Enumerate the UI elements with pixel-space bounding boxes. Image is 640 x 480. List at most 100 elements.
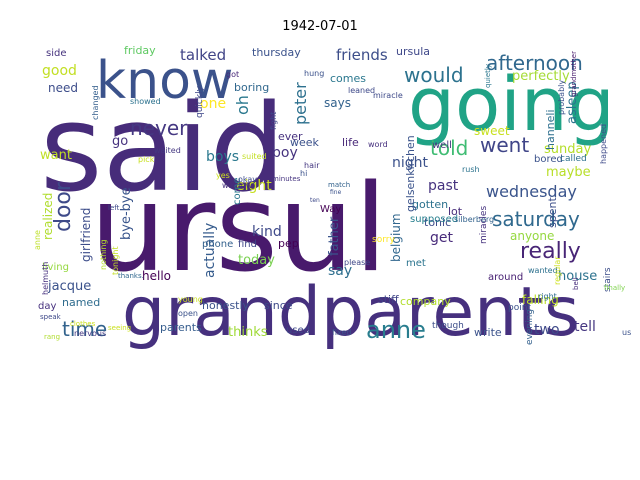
cloud-word: named	[62, 296, 100, 309]
cloud-word: yes	[216, 171, 230, 180]
cloud-word: quickly	[195, 85, 205, 118]
cloud-word: phone	[202, 239, 233, 250]
cloud-word: thanks.	[118, 272, 144, 280]
cloud-word: grandmother	[570, 51, 578, 97]
cloud-word: lot	[448, 205, 463, 218]
cloud-word: sweet	[474, 124, 510, 138]
cloud-word: left	[108, 204, 120, 212]
cloud-word: two	[534, 322, 560, 338]
cloud-word: gotten	[412, 198, 448, 211]
cloud-word: miracle	[373, 91, 403, 100]
cloud-word: fixed	[332, 328, 352, 337]
cloud-word: hello	[142, 269, 171, 283]
cloud-word: friends	[336, 46, 388, 64]
cloud-word: gelsenkirchen	[404, 135, 417, 212]
cloud-word: eight	[236, 178, 272, 194]
cloud-word: though	[432, 321, 464, 331]
cloud-word: rang	[44, 333, 60, 341]
cloud-word: ten	[310, 197, 320, 204]
cloud-word: point	[508, 303, 531, 313]
cloud-word: young	[178, 295, 203, 304]
cloud-word: talked	[180, 46, 226, 64]
cloud-word: Way	[320, 204, 341, 215]
cloud-word: find	[238, 239, 257, 250]
cloud-word: ever	[278, 130, 303, 143]
cloud-word: bell	[572, 277, 580, 290]
cloud-word: bye-bye	[119, 187, 134, 240]
cloud-word: parents	[160, 321, 202, 334]
cloud-word: says	[324, 96, 351, 110]
cloud-word: please	[344, 258, 370, 267]
cloud-word: night	[392, 155, 429, 171]
cloud-word: showed	[130, 97, 161, 106]
cloud-word: tonight	[111, 246, 120, 275]
cloud-word: write	[474, 326, 502, 339]
cloud-word: never	[130, 116, 188, 140]
cloud-word: kind	[252, 224, 282, 240]
cloud-word: belgium	[389, 213, 403, 262]
cloud-word: sorry	[372, 235, 395, 245]
cloud-word: rush	[462, 165, 480, 174]
cloud-word: got	[226, 70, 239, 79]
cloud-word: house	[558, 269, 597, 284]
cloud-word: hanneli	[544, 109, 557, 150]
cloud-word: minutes	[272, 175, 301, 183]
cloud-word: going	[408, 62, 615, 148]
cloud-word: friday	[124, 44, 156, 57]
cloud-word: tonic	[424, 216, 451, 229]
cloud-word: today	[238, 253, 275, 268]
cloud-word: thursday	[252, 46, 301, 59]
cloud-word: need	[48, 81, 78, 95]
cloud-word: week	[290, 136, 320, 149]
cloud-word: day	[38, 301, 56, 312]
cloud-word: want	[40, 148, 72, 163]
cloud-word: falling	[522, 293, 559, 307]
cloud-word: used	[286, 325, 310, 336]
cloud-word: since	[264, 299, 293, 312]
cloud-word: went	[480, 133, 529, 157]
cloud-word: saturday	[492, 207, 580, 231]
cloud-word: anne	[366, 316, 426, 344]
cloud-word: really	[520, 239, 581, 264]
cloud-word: helmuth	[41, 262, 50, 295]
cloud-word: boy	[272, 145, 298, 161]
cloud-word: know	[96, 51, 233, 111]
cloud-word: bored	[534, 154, 563, 165]
cloud-word: anyone	[510, 229, 554, 243]
cloud-word: grandparents	[122, 273, 579, 352]
cloud-word: tell	[574, 319, 596, 335]
cloud-word: good	[42, 63, 77, 79]
cloud-word: comes	[330, 72, 366, 85]
cloud-word: stairs	[603, 267, 613, 292]
cloud-word: living	[42, 262, 69, 273]
cloud-word: afternoon	[486, 51, 583, 75]
cloud-word: stiff	[378, 293, 399, 306]
cloud-word: wednesday	[486, 182, 577, 201]
cloud-word: happened	[599, 124, 608, 164]
cloud-word: evening	[525, 309, 535, 345]
cloud-word: told	[430, 136, 468, 160]
cloud-word: door	[51, 181, 76, 232]
cloud-word: oh	[233, 95, 252, 115]
cloud-word: clothes	[70, 320, 96, 328]
cloud-word: one	[200, 96, 226, 112]
cloud-word: thinks	[228, 325, 268, 340]
cloud-word: ursul	[90, 160, 387, 299]
cloud-word: window	[222, 181, 253, 190]
cloud-word: fine	[330, 189, 342, 196]
cloud-word: said	[40, 80, 286, 219]
cloud-word: met	[406, 258, 426, 269]
cloud-word: seeing	[108, 324, 131, 332]
cloud-word: around	[488, 272, 523, 283]
cloud-word: go	[112, 134, 128, 149]
cloud-word: hair	[304, 161, 320, 170]
cloud-word: peter	[291, 82, 310, 125]
cloud-word: open	[178, 309, 198, 318]
cloud-word: would	[404, 63, 464, 87]
cloud-word: anne	[33, 230, 42, 250]
cloud-word: word	[368, 140, 388, 149]
cloud-word: right	[538, 292, 557, 301]
cloud-word: perfectly	[512, 69, 570, 84]
cloud-word: ursula	[396, 45, 430, 58]
cloud-word: speak	[40, 313, 62, 321]
